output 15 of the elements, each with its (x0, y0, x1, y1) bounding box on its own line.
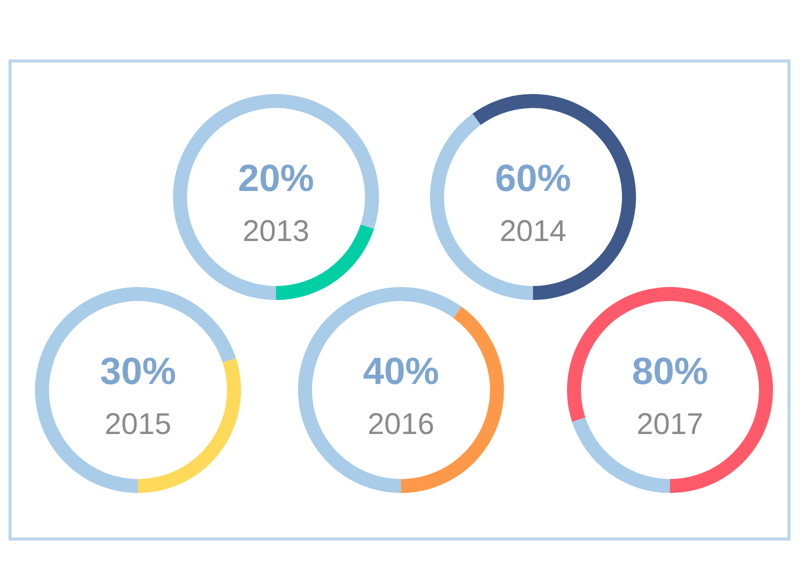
text: 30% (100, 351, 176, 393)
donut-slice (173, 94, 379, 300)
text: 2016 (368, 408, 434, 441)
text: 2015 (104, 408, 172, 441)
text: 80% (632, 351, 708, 393)
text: 40% (362, 351, 440, 393)
donut-slice (35, 287, 236, 493)
text: 2014 (500, 215, 566, 248)
text: 2017 (636, 408, 704, 441)
text: 20% (238, 158, 314, 200)
text: 60% (494, 158, 572, 200)
donut-slice (472, 94, 636, 300)
donut-slice (567, 287, 773, 493)
donut-slice (298, 287, 462, 493)
text: 2013 (242, 215, 310, 248)
